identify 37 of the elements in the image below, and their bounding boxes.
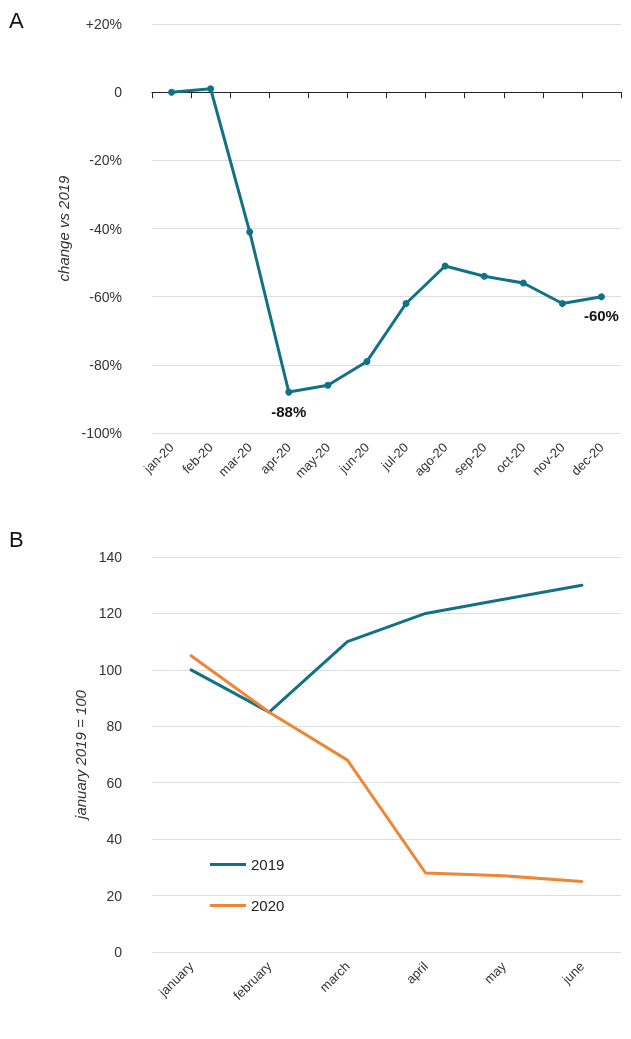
y-tick-label: 60 [106, 774, 123, 791]
point [558, 299, 566, 307]
y-tick-label: 0 [114, 84, 123, 101]
y-tick-label: -80% [89, 356, 122, 373]
y-tick-label: +20% [85, 16, 122, 32]
point [402, 299, 410, 307]
line-series [189, 583, 584, 714]
chart-title: A [9, 7, 24, 33]
point [519, 279, 527, 287]
y-tick-label: 140 [98, 549, 123, 565]
point [168, 88, 176, 96]
y-tick-label: -20% [89, 152, 122, 169]
legend-label: 2019 [251, 856, 285, 873]
line-series [189, 654, 584, 883]
y-axis-title: change vs 2019 [54, 174, 72, 282]
y-tick-label: 100 [98, 661, 123, 678]
point [324, 381, 332, 389]
point [363, 357, 371, 365]
y-tick-label: 80 [106, 718, 123, 735]
y-tick-label: -40% [89, 220, 122, 237]
y-tick-label: -60% [89, 288, 122, 305]
point [246, 228, 254, 236]
point [480, 272, 488, 280]
y-tick-label: 40 [106, 831, 123, 848]
y-tick-label: 20 [106, 887, 123, 904]
point [207, 85, 215, 93]
data-label: -60% [583, 307, 619, 325]
point [597, 293, 605, 301]
data-label: -88% [271, 402, 307, 420]
y-tick-label: 120 [98, 605, 123, 622]
y-tick-label: 0 [114, 944, 123, 960]
chart-title: B [9, 526, 24, 552]
point [285, 388, 293, 396]
y-tick-label: -100% [81, 425, 122, 441]
legend-label: 2020 [251, 897, 285, 914]
x-tick-label: may [481, 958, 510, 987]
y-axis-title: january 2019 = 100 [71, 689, 89, 821]
